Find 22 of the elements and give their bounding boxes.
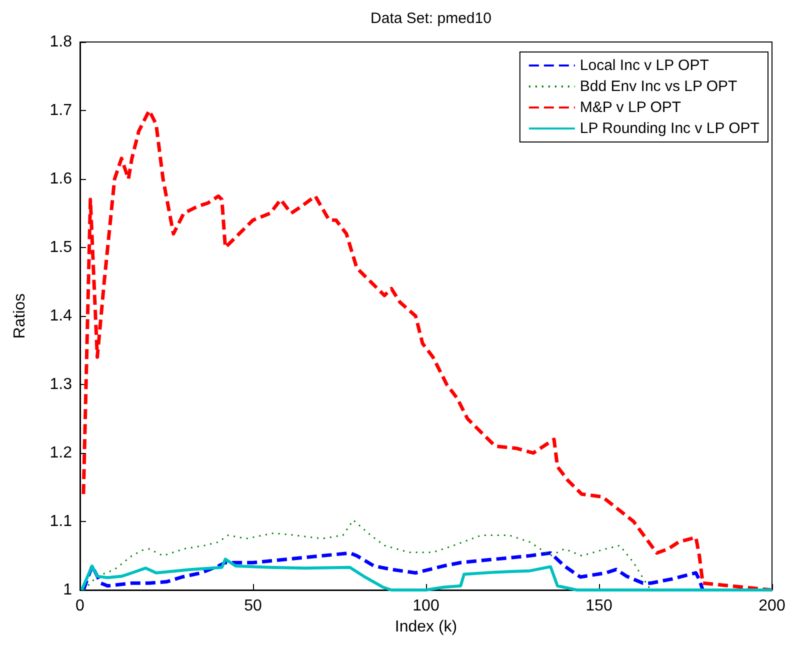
legend-label: Local Inc v LP OPT: [580, 57, 709, 74]
x-tick-label: 0: [76, 598, 85, 614]
x-tick-label: 200: [758, 598, 786, 614]
line-series: [82, 551, 705, 592]
chart-title: Data Set: pmed10: [370, 10, 492, 27]
x-axis-title: Index (k): [394, 618, 458, 636]
y-tick-label: 1.4: [50, 308, 72, 324]
legend-label: Bdd Env Inc vs LP OPT: [580, 78, 738, 95]
y-tick-label: 1.7: [50, 102, 72, 119]
x-tick-label: 100: [412, 598, 440, 614]
y-tick-label: 1.2: [50, 444, 72, 462]
y-tick-label: 1.8: [50, 34, 72, 50]
y-tick-label: 1: [63, 582, 72, 598]
y-tick-label: 1.1: [50, 513, 72, 530]
legend-label: M&P v LP OPT: [580, 99, 682, 116]
legend-label: LP Rounding Inc v LP OPT: [580, 120, 760, 137]
y-tick-label: 1.6: [50, 170, 72, 188]
y-tick-label: 1.3: [50, 376, 72, 393]
x-tick-label: 150: [586, 598, 612, 614]
y-axis-title: Ratios: [12, 293, 28, 339]
x-tick-label: 50: [244, 598, 262, 614]
y-tick-label: 1.5: [50, 239, 72, 256]
